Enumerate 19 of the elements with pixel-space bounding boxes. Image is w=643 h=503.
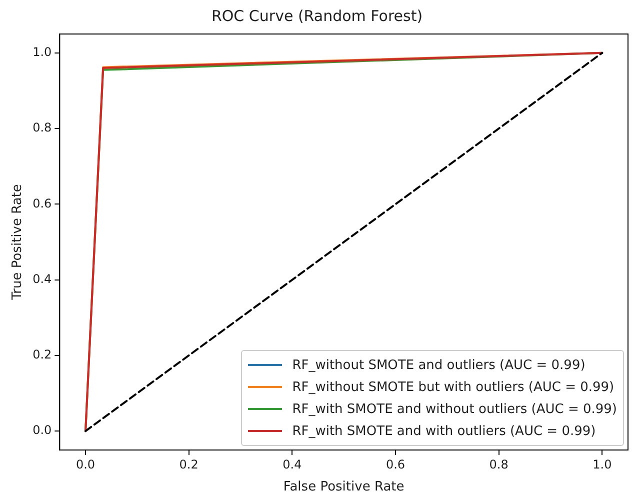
x-tick-label: 0.0 bbox=[76, 457, 96, 472]
x-tick-label: 0.6 bbox=[386, 457, 406, 472]
legend-label: RF_with SMOTE and without outliers (AUC = 0.99) bbox=[292, 402, 617, 416]
x-tick-label: 0.2 bbox=[179, 457, 198, 472]
legend-label: RF_without SMOTE and outliers (AUC = 0.99) bbox=[292, 358, 586, 372]
legend-label: RF_without SMOTE but with outliers (AUC = 0.99) bbox=[292, 380, 614, 394]
x-axis-title: False Positive Rate bbox=[283, 480, 404, 495]
y-tick-label: 0.6 bbox=[32, 196, 52, 210]
y-tick-label: 0.2 bbox=[32, 348, 52, 362]
legend-label: RF_with SMOTE and with outliers (AUC = 0.99) bbox=[292, 424, 596, 438]
x-tick-label: 0.4 bbox=[282, 457, 302, 472]
x-tick-label: 0.8 bbox=[489, 457, 508, 472]
x-tick-label: 1.0 bbox=[592, 457, 612, 472]
y-tick-label: 1.0 bbox=[32, 45, 52, 60]
y-tick-label: 0.8 bbox=[32, 120, 52, 135]
y-tick-label: 0.4 bbox=[32, 272, 52, 286]
chart-title: ROC Curve (Random Forest) bbox=[211, 6, 423, 25]
y-tick-label: 0.0 bbox=[32, 423, 52, 438]
y-axis-title: True Positive Rate bbox=[10, 184, 26, 301]
